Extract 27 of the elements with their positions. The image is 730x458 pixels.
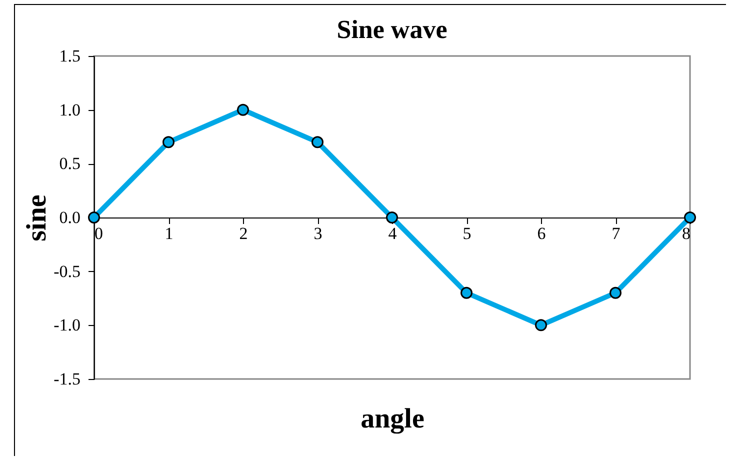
y-tick-label: -1.5 bbox=[54, 370, 80, 388]
x-tick-label: 1 bbox=[164, 224, 174, 243]
point bbox=[386, 212, 398, 224]
chart-title: Sine wave bbox=[336, 15, 448, 44]
point bbox=[312, 136, 324, 148]
point bbox=[162, 136, 174, 148]
point bbox=[237, 104, 249, 116]
y-tick-label: 1.0 bbox=[59, 100, 80, 120]
y-tick-label: 0.5 bbox=[59, 154, 80, 174]
point bbox=[460, 286, 472, 299]
point bbox=[610, 286, 622, 299]
y-axis-title: sine bbox=[22, 194, 53, 242]
point bbox=[535, 319, 547, 332]
x-tick-label: 0 bbox=[94, 224, 103, 243]
y-tick-label: 1.5 bbox=[59, 46, 80, 66]
x-tick-label: 5 bbox=[462, 224, 472, 243]
x-tick-label: 7 bbox=[612, 224, 621, 243]
x-tick-label: 3 bbox=[314, 224, 322, 243]
x-tick-label: 6 bbox=[537, 224, 546, 243]
x-tick-label: 2 bbox=[239, 224, 248, 243]
y-tick-label: -0.5 bbox=[54, 262, 80, 281]
x-tick-label: 4 bbox=[388, 224, 398, 243]
point bbox=[88, 212, 100, 224]
x-axis-title: angle bbox=[360, 404, 424, 434]
y-tick-label: 0.0 bbox=[59, 208, 80, 227]
x-tick-label: 8 bbox=[682, 224, 690, 243]
y-tick-label: -1.0 bbox=[54, 316, 80, 335]
